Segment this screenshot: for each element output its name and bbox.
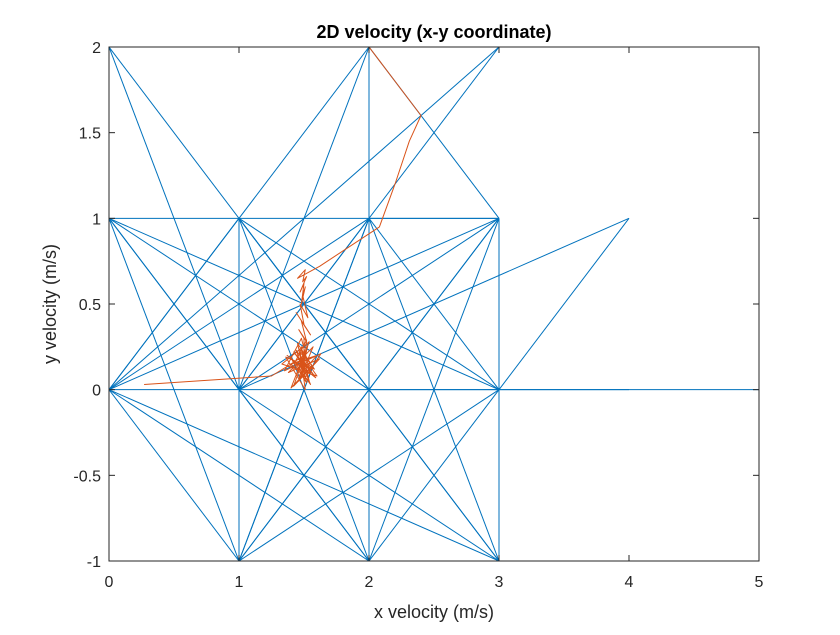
- x-tick-label: 4: [625, 574, 634, 591]
- x-tick-label: 1: [235, 574, 244, 591]
- tick-layer: 0 1 2 3 4 5 -1 -0.5 0 0.5 1 1.5 2: [73, 40, 763, 591]
- series-1-segment: [368, 218, 500, 390]
- y-tick-label: -0.5: [73, 468, 101, 485]
- y-tick-label: 1.5: [79, 126, 101, 143]
- x-tick-label: 3: [495, 574, 504, 591]
- chart-title: 2D velocity (x-y coordinate): [316, 22, 551, 42]
- series-1-segment: [498, 218, 630, 390]
- y-tick-label: 2: [92, 40, 101, 57]
- y-tick-label: -1: [87, 554, 101, 571]
- y-tick-label: 0.5: [79, 297, 101, 314]
- series-2-line: [144, 47, 422, 391]
- x-tick-label: 0: [105, 574, 114, 591]
- series-1-segment: [368, 389, 500, 561]
- series-1-segment: [238, 218, 370, 561]
- series-layer: [109, 47, 759, 561]
- series-1-segment: [368, 218, 500, 561]
- series-1: [109, 47, 759, 561]
- series-1-segment: [238, 389, 370, 561]
- series-1-segment: [238, 47, 370, 390]
- y-axis-label: y velocity (m/s): [40, 244, 60, 364]
- x-axis-label: x velocity (m/s): [374, 602, 494, 622]
- series-1-segment: [109, 389, 240, 561]
- x-tick-label: 5: [755, 574, 764, 591]
- y-tick-label: 1: [92, 211, 101, 228]
- x-tick-label: 2: [365, 574, 374, 591]
- y-tick-label: 0: [92, 383, 101, 400]
